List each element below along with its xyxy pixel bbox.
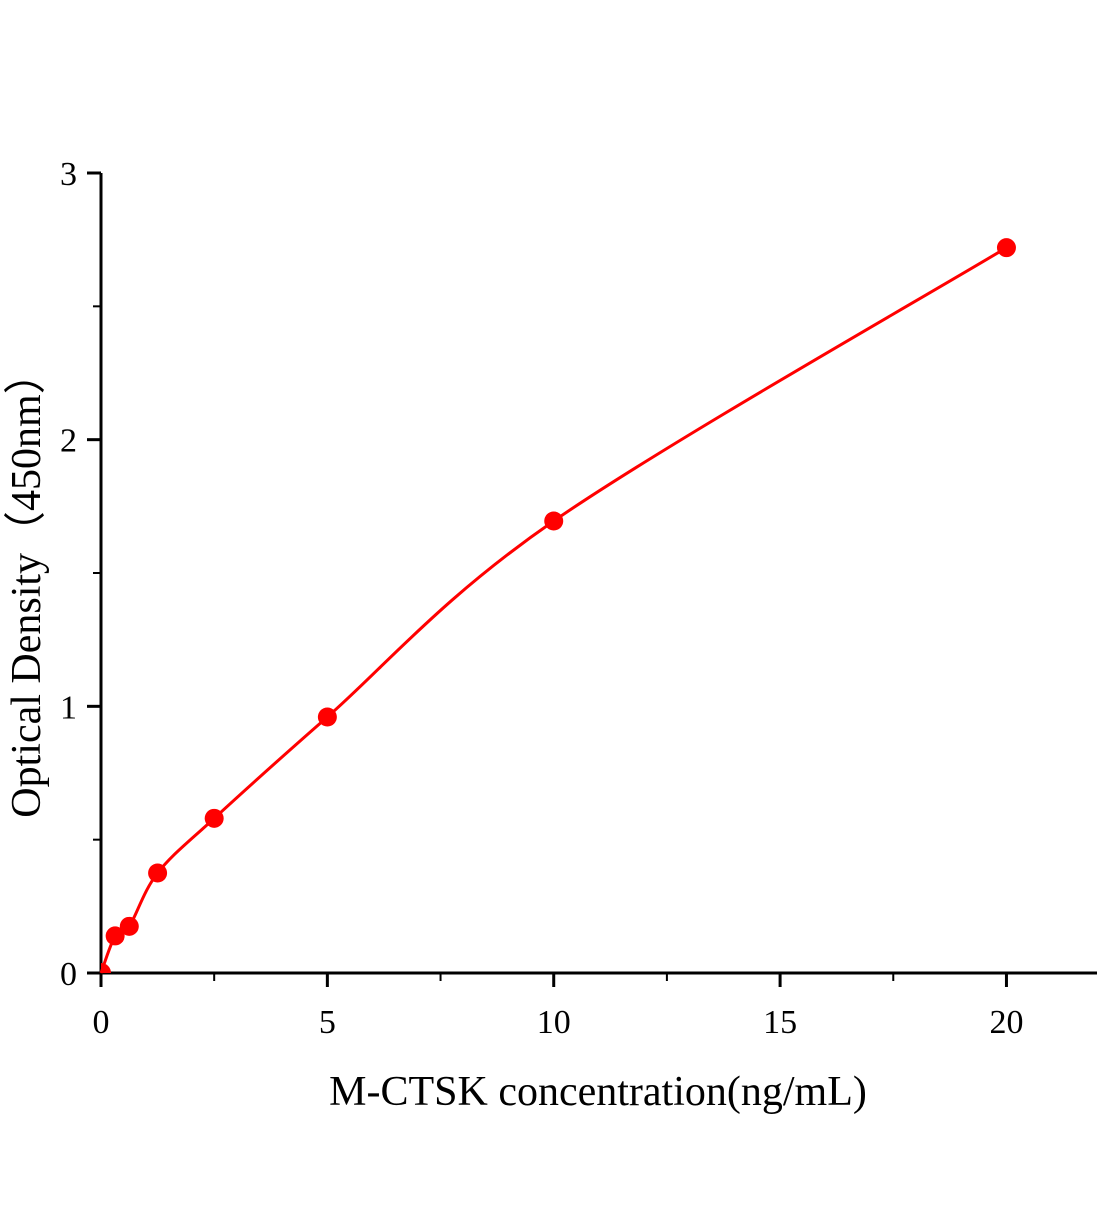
y-tick-label: 2: [60, 423, 77, 460]
x-tick-label: 0: [93, 1004, 110, 1041]
x-tick-label: 20: [989, 1004, 1023, 1041]
data-point: [148, 863, 168, 883]
y-tick-label: 0: [60, 956, 77, 993]
data-points: [101, 238, 1016, 973]
data-point: [544, 511, 564, 531]
y-tick-label: 3: [60, 156, 77, 193]
data-point: [101, 963, 111, 973]
data-point: [204, 808, 224, 828]
fit-curve: [99, 246, 1008, 974]
x-axis-label: M-CTSK concentration(ng/mL): [329, 1069, 867, 1115]
data-point: [317, 707, 337, 727]
axes: 0 5 10 15 20 0 1 2 3: [60, 156, 1097, 1041]
x-tick-label: 15: [763, 1004, 797, 1041]
data-point: [996, 238, 1016, 258]
y-tick-label: 1: [60, 689, 77, 726]
data-point: [105, 926, 125, 946]
x-tick-label: 5: [319, 1004, 336, 1041]
fit-curve-group: [99, 246, 1008, 974]
data-point: [119, 916, 139, 936]
y-axis-label: Optical Density（450nm）: [4, 352, 50, 817]
x-tick-label: 10: [537, 1004, 571, 1041]
